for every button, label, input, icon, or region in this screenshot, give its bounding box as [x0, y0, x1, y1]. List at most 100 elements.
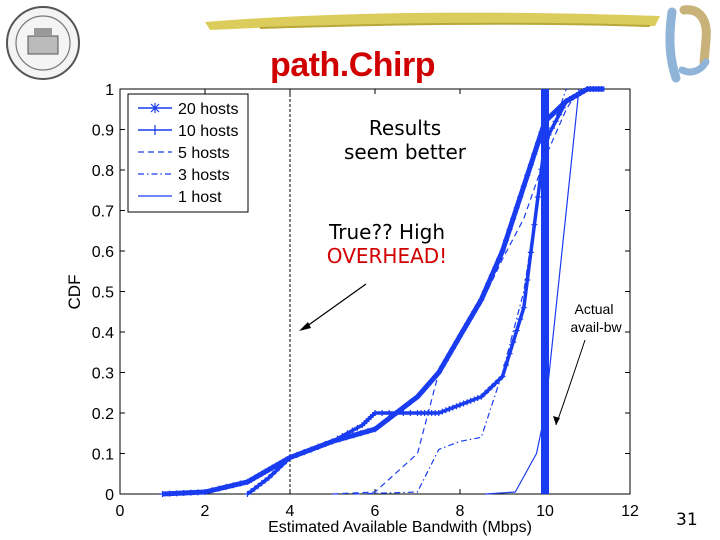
series-marker-1: [566, 96, 573, 103]
series-marker-0: [194, 489, 201, 496]
series-marker-0: [453, 339, 460, 346]
x-tick-label: 12: [621, 503, 639, 520]
series-marker-1: [283, 457, 290, 464]
series-marker-0: [503, 237, 510, 244]
series-marker-0: [418, 389, 425, 396]
series-marker-1: [471, 396, 478, 403]
series-marker-0: [520, 183, 527, 190]
series-marker-1: [294, 451, 301, 458]
series-marker-1: [308, 446, 315, 453]
x-tick-label: 10: [536, 503, 554, 520]
series-marker-1: [279, 461, 286, 468]
series-marker-0: [209, 487, 216, 494]
series-marker-1: [513, 327, 520, 334]
series-marker-0: [481, 288, 488, 295]
series-marker-0: [166, 490, 173, 497]
series-marker-1: [334, 435, 341, 442]
series-marker-1: [457, 401, 463, 408]
series-marker-0: [506, 226, 513, 233]
series-marker-1: [248, 488, 255, 495]
legend-label: 3 hosts: [178, 167, 230, 184]
legend-label: 5 hosts: [178, 145, 230, 162]
y-tick-label: 0.3: [92, 366, 114, 383]
series-marker-1: [474, 395, 481, 402]
series-marker-0: [492, 264, 499, 271]
series-marker-0: [272, 462, 279, 469]
series-marker-0: [173, 490, 180, 497]
series-marker-1: [517, 316, 524, 323]
series-marker-0: [527, 161, 534, 168]
legend-label: 20 hosts: [178, 101, 238, 118]
series-marker-0: [531, 150, 538, 157]
x-tick-label: 8: [456, 503, 465, 520]
series-marker-1: [407, 410, 414, 416]
annotation-true: True?? High OVERHEAD!: [312, 220, 462, 268]
series-marker-1: [485, 387, 492, 394]
series-marker-0: [255, 472, 262, 479]
series-marker-0: [400, 404, 407, 411]
series-marker-1: [339, 432, 346, 439]
header-decor: [6, 5, 711, 83]
series-marker-0: [216, 485, 223, 492]
series-marker-0: [230, 482, 237, 489]
series-marker-0: [513, 204, 520, 211]
y-tick-label: 0.5: [92, 285, 114, 302]
series-marker-0: [202, 488, 208, 495]
series-marker-1: [322, 441, 329, 448]
series-marker-0: [524, 172, 531, 179]
series-marker-1: [453, 403, 460, 410]
x-tick-label: 6: [371, 503, 380, 520]
y-tick-label: 0.1: [92, 447, 114, 464]
series-marker-0: [262, 468, 269, 475]
series-marker-0: [379, 420, 386, 427]
y-tick-label: 0.6: [92, 244, 114, 261]
series-line-2: [332, 88, 580, 495]
series-marker-1: [442, 407, 449, 414]
series-marker-1: [344, 430, 351, 437]
series-marker-1: [495, 376, 502, 383]
series-marker-0: [499, 248, 506, 254]
x-tick-label: 0: [116, 503, 125, 520]
x-tick-label: 2: [201, 503, 210, 520]
header-brush-stroke: [205, 12, 660, 30]
annotation-results: Results seem better: [330, 116, 480, 164]
series-marker-0: [488, 272, 495, 279]
overhead-arrow-head: [299, 322, 311, 331]
actual-label-line2: avail-bw: [570, 319, 622, 335]
series-marker-1: [329, 438, 336, 445]
annotation-overhead-line: OVERHEAD!: [326, 244, 448, 268]
series-marker-0: [357, 430, 364, 437]
actual-avail-bw-bar: [541, 89, 549, 494]
university-seal-logo: [6, 6, 80, 80]
series-marker-0: [425, 381, 432, 388]
y-tick-label: 0.7: [92, 204, 114, 221]
series-marker-1: [531, 221, 538, 228]
series-marker-1: [272, 468, 279, 475]
series-marker-1: [449, 404, 456, 411]
series-marker-1: [460, 400, 467, 407]
annotation-results-line1: Results: [368, 116, 442, 140]
annotation-results-line2: seem better: [343, 140, 467, 164]
series-marker-1: [258, 480, 265, 487]
series-marker-0: [248, 476, 255, 483]
actual-arrow: [555, 339, 586, 426]
series-marker-1: [315, 443, 322, 450]
y-tick-label: 0.8: [92, 163, 114, 180]
series-marker-1: [464, 399, 471, 406]
series-marker-1: [527, 249, 534, 256]
series-marker-0: [269, 464, 276, 471]
series-marker-0: [414, 393, 421, 400]
series-marker-0: [534, 140, 541, 146]
legend-marker-star: [150, 103, 160, 113]
series-marker-0: [549, 111, 556, 118]
series-marker-0: [251, 474, 258, 481]
series-marker-1: [510, 339, 517, 346]
annotation-true-line: True?? High: [328, 220, 446, 244]
series-marker-1: [269, 471, 276, 478]
series-marker-1: [301, 449, 308, 456]
overhead-arrow: [302, 283, 367, 330]
x-tick-label: 4: [286, 503, 295, 520]
series-marker-0: [364, 428, 371, 435]
series-marker-1: [552, 118, 559, 125]
